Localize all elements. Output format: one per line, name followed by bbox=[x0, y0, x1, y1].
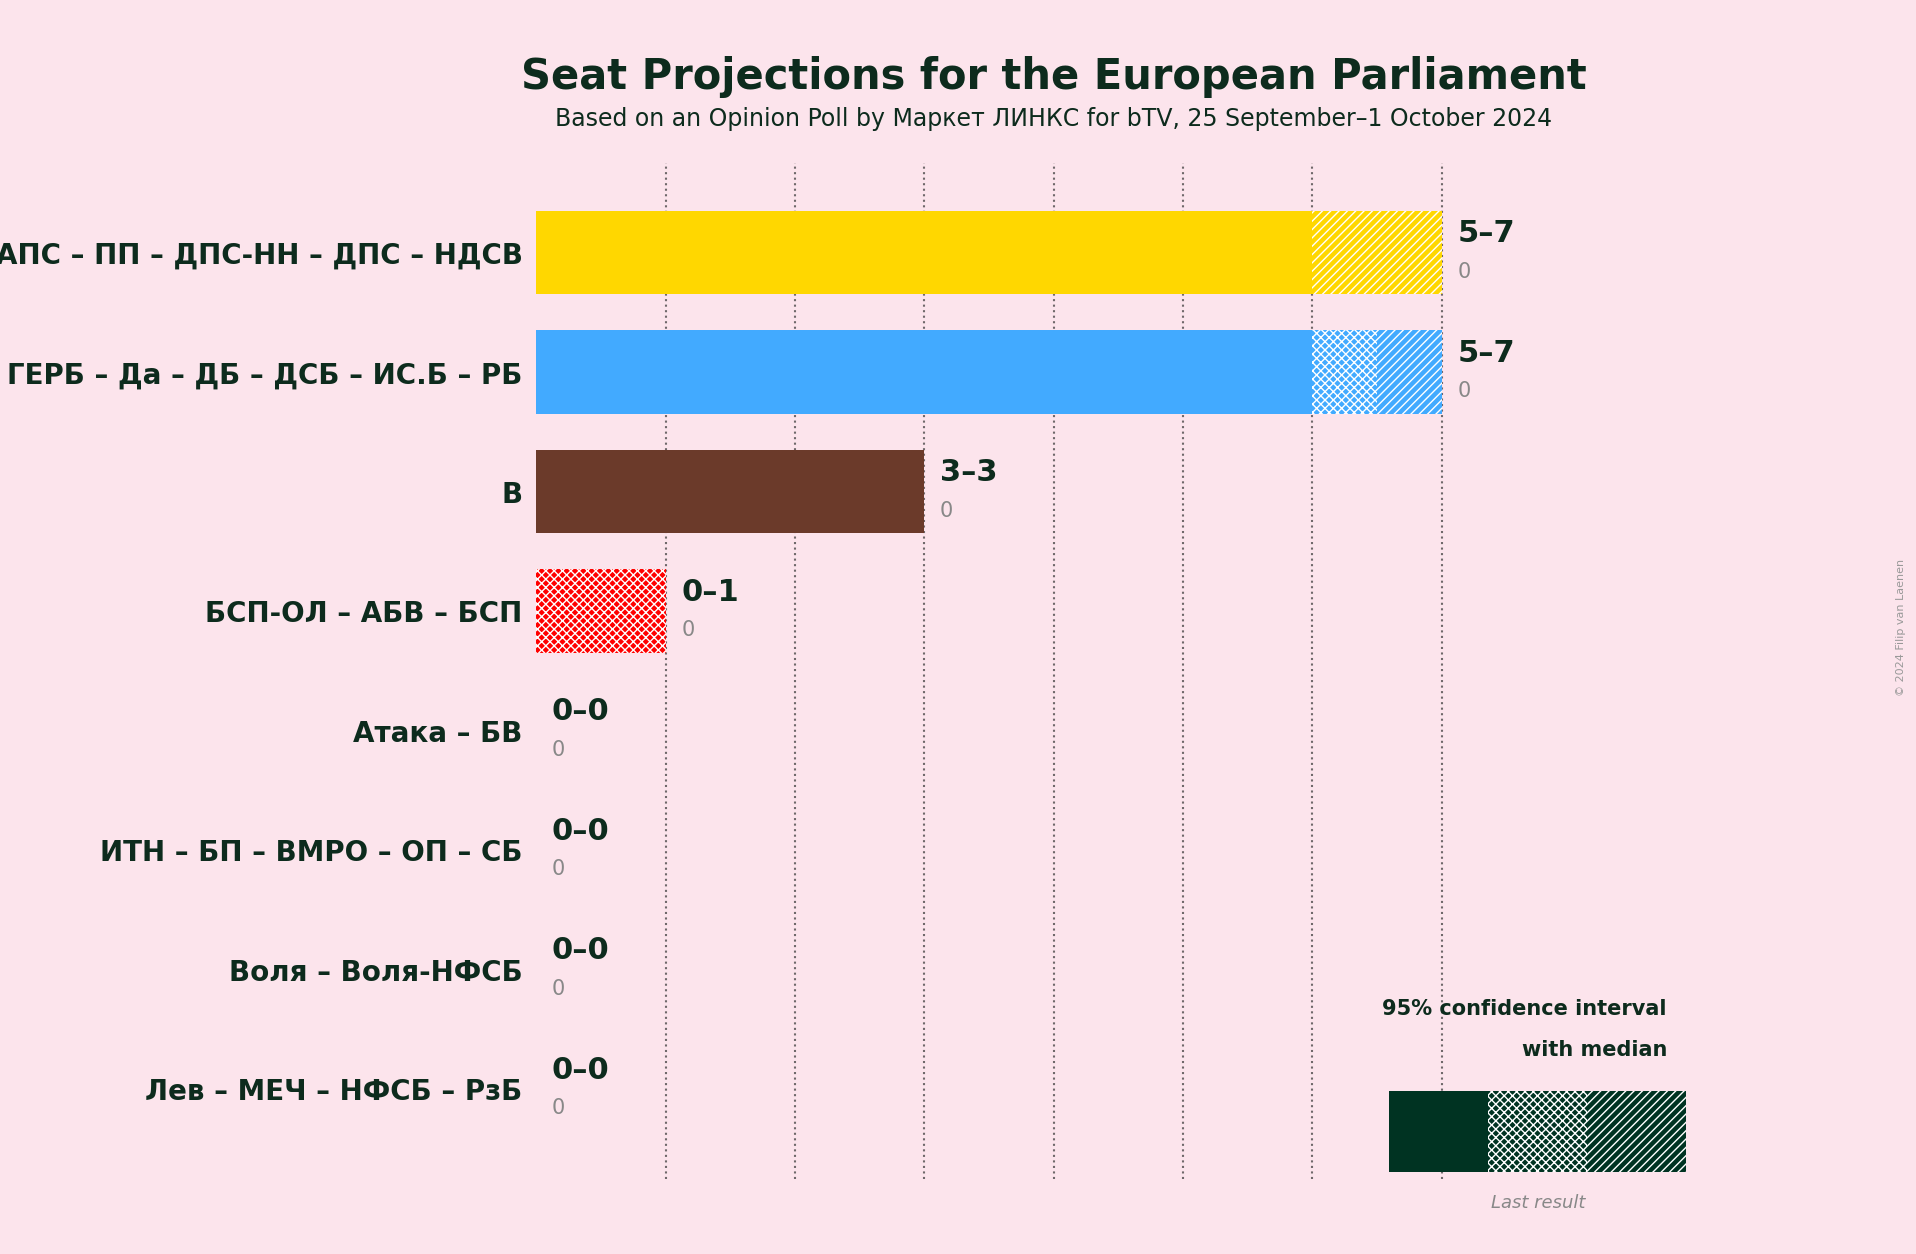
Text: 3–3: 3–3 bbox=[941, 458, 998, 487]
Text: Based on an Opinion Poll by Маркет ЛИНКС for bTV, 25 September–1 October 2024: Based on an Opinion Poll by Маркет ЛИНКС… bbox=[556, 107, 1552, 130]
Bar bbox=[1489, 1091, 1586, 1172]
Text: 0: 0 bbox=[552, 1099, 565, 1119]
Text: Seat Projections for the European Parliament: Seat Projections for the European Parlia… bbox=[521, 56, 1586, 98]
Bar bbox=[1586, 1091, 1686, 1172]
Bar bbox=[1586, 1091, 1686, 1172]
Bar bbox=[536, 569, 665, 653]
Text: 0: 0 bbox=[552, 740, 565, 760]
Text: 0–1: 0–1 bbox=[682, 578, 740, 607]
Text: Last result: Last result bbox=[1491, 1194, 1586, 1211]
Bar bbox=[1378, 330, 1441, 414]
Text: 5–7: 5–7 bbox=[1458, 339, 1516, 367]
Text: 0–0: 0–0 bbox=[552, 697, 609, 726]
Bar bbox=[1312, 330, 1441, 414]
Text: 0: 0 bbox=[552, 979, 565, 998]
Bar bbox=[1312, 211, 1441, 295]
Text: 0–0: 0–0 bbox=[552, 935, 609, 966]
Bar bbox=[1378, 330, 1441, 414]
Bar bbox=[536, 330, 1312, 414]
Text: 0: 0 bbox=[682, 621, 696, 641]
Text: 95% confidence interval: 95% confidence interval bbox=[1383, 999, 1667, 1020]
Text: 0: 0 bbox=[941, 500, 954, 520]
Text: 0–0: 0–0 bbox=[552, 1056, 609, 1085]
Text: with median: with median bbox=[1521, 1040, 1667, 1060]
Bar bbox=[1312, 211, 1441, 295]
Text: 0–0: 0–0 bbox=[552, 816, 609, 845]
Bar bbox=[1489, 1091, 1586, 1172]
Bar bbox=[536, 569, 665, 653]
Text: 5–7: 5–7 bbox=[1458, 219, 1516, 248]
Bar bbox=[1389, 1091, 1489, 1172]
Bar bbox=[536, 211, 1312, 295]
Bar bbox=[536, 450, 924, 533]
Text: © 2024 Filip van Laenen: © 2024 Filip van Laenen bbox=[1895, 558, 1906, 696]
Bar bbox=[1312, 330, 1441, 414]
Text: 0: 0 bbox=[1458, 262, 1471, 282]
Text: 0: 0 bbox=[552, 859, 565, 879]
Text: 0: 0 bbox=[1458, 381, 1471, 401]
